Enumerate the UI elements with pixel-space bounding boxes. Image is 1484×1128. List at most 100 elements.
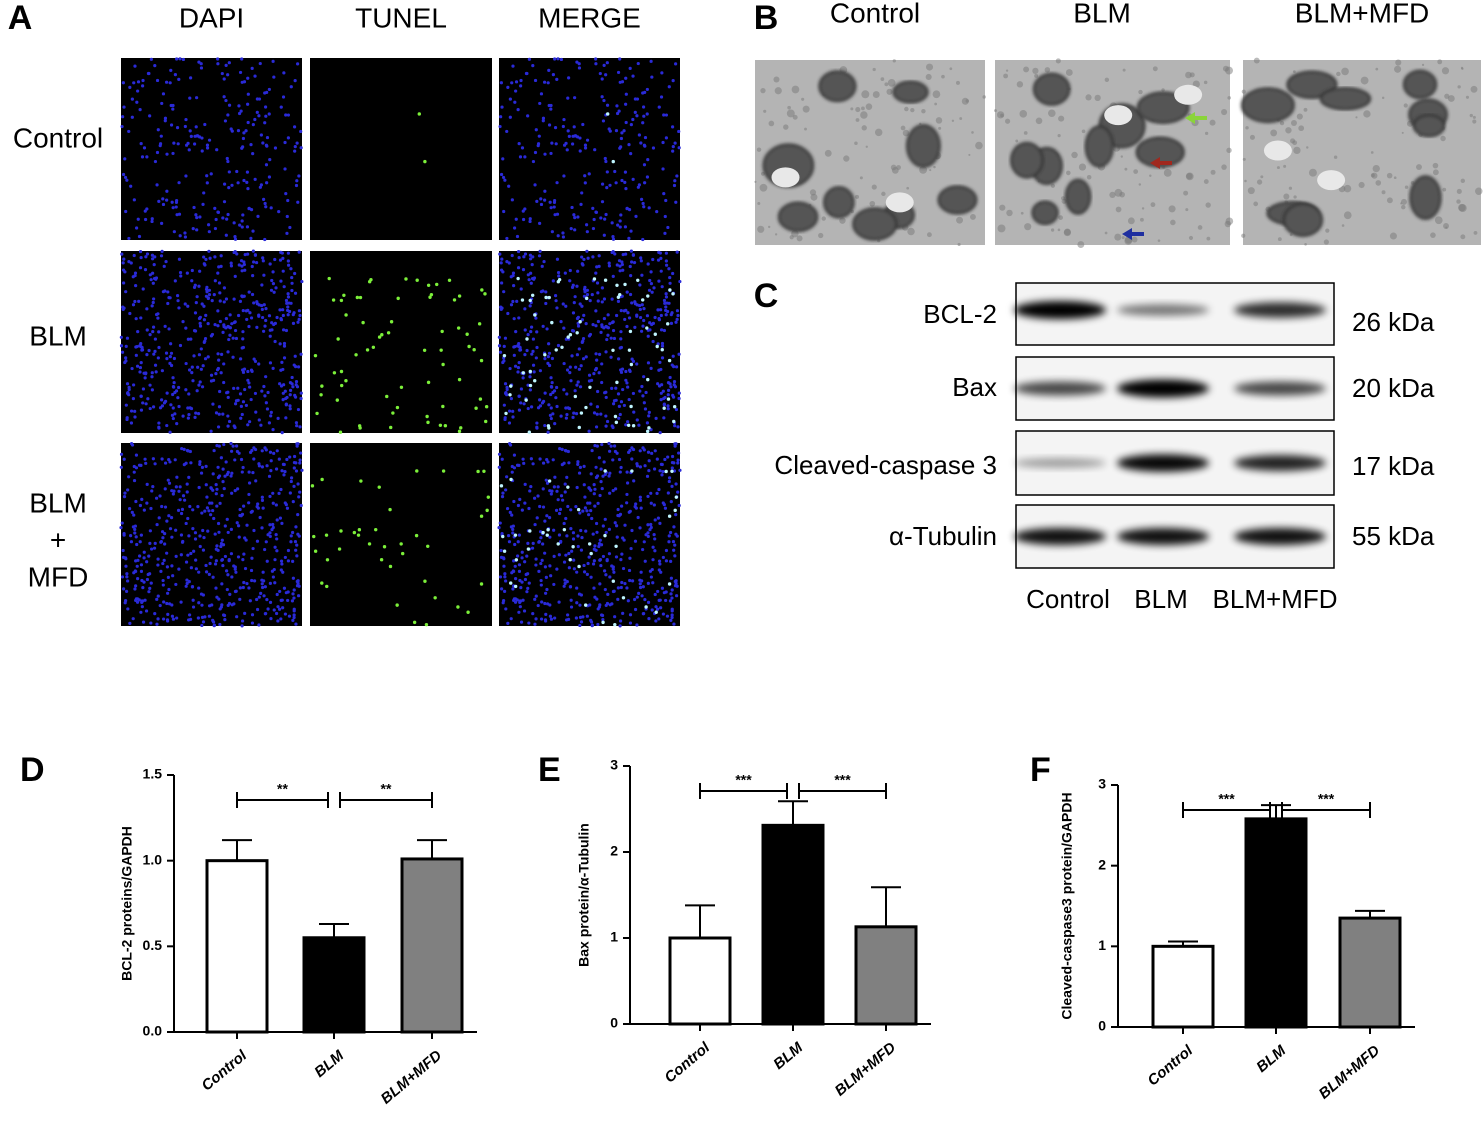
mitochondrion (823, 186, 855, 219)
nucleus (238, 507, 242, 512)
nucleus (174, 485, 178, 489)
bar (854, 925, 918, 1026)
texture (1005, 118, 1011, 124)
texture (1081, 129, 1086, 134)
nucleus (530, 352, 534, 356)
nucleus (643, 597, 647, 602)
nucleus (568, 279, 572, 283)
tunel-dot (589, 551, 593, 556)
nucleus (213, 206, 217, 210)
nucleus (607, 441, 611, 446)
tunel-dot (371, 345, 376, 350)
nucleus (181, 57, 186, 62)
nucleus (677, 503, 681, 508)
nucleus (543, 519, 547, 523)
tunel-dot (508, 393, 512, 397)
nucleus (193, 329, 198, 333)
nucleus (185, 490, 189, 494)
vacuole (885, 192, 914, 213)
nucleus (666, 404, 670, 408)
nucleus (164, 351, 169, 355)
tunel-dot (342, 293, 346, 297)
nucleus (580, 191, 584, 195)
nucleus (497, 452, 502, 456)
nucleus (264, 163, 269, 167)
nucleus (188, 96, 192, 100)
nucleus (517, 463, 521, 468)
nucleus (618, 269, 622, 273)
nucleus (638, 585, 643, 590)
nucleus (255, 302, 260, 306)
nucleus (632, 260, 637, 265)
nucleus (268, 361, 273, 365)
nucleus (222, 182, 227, 186)
nucleus (591, 562, 596, 566)
nucleus (165, 198, 169, 202)
nucleus (611, 589, 616, 594)
nucleus (227, 170, 231, 174)
tunel-dot (386, 331, 391, 335)
nucleus (199, 347, 203, 351)
nucleus (285, 395, 289, 400)
texture (932, 90, 941, 99)
nucleus (576, 269, 580, 273)
nucleus (282, 71, 286, 75)
nucleus (292, 596, 296, 600)
nucleus (498, 252, 502, 256)
nucleus (624, 102, 628, 106)
nucleus (289, 534, 293, 538)
nucleus (528, 257, 533, 261)
nucleus (242, 131, 246, 135)
nucleus (616, 299, 621, 303)
nucleus (537, 254, 542, 258)
nucleus (511, 299, 515, 304)
texture (1247, 187, 1255, 195)
tunel-dot (502, 353, 507, 358)
nucleus (227, 61, 231, 65)
nucleus (267, 474, 272, 478)
nucleus (657, 568, 661, 572)
nucleus (538, 530, 543, 534)
nucleus (284, 192, 288, 196)
nucleus (620, 178, 624, 183)
nucleus (511, 64, 515, 68)
tunel-dot (484, 405, 489, 409)
nucleus (175, 126, 180, 130)
nucleus (217, 530, 221, 534)
nucleus (562, 521, 566, 526)
nucleus (288, 407, 292, 411)
nucleus (643, 144, 647, 148)
texture (1472, 119, 1477, 124)
nucleus (641, 547, 645, 552)
nucleus (165, 618, 170, 622)
tunel-dot (664, 469, 668, 474)
bar (1338, 916, 1402, 1029)
vacuole (1263, 140, 1292, 161)
nucleus (523, 352, 527, 357)
nucleus (622, 309, 626, 313)
nucleus (172, 356, 177, 361)
nucleus (650, 290, 654, 294)
nucleus (216, 352, 220, 356)
tunel-dot (673, 508, 677, 513)
texture (1289, 233, 1293, 237)
nucleus (508, 443, 513, 447)
nucleus (219, 371, 223, 375)
nucleus (659, 269, 663, 273)
texture (855, 194, 860, 199)
nucleus (190, 268, 194, 273)
nucleus (503, 336, 508, 340)
texture (1375, 180, 1382, 186)
nucleus (273, 321, 277, 325)
x-tick-label: Control (1144, 1042, 1196, 1090)
texture (1020, 211, 1024, 215)
nucleus (638, 283, 642, 287)
nucleus (675, 174, 679, 178)
nucleus (511, 415, 515, 419)
nucleus (183, 124, 187, 129)
nucleus (161, 617, 166, 621)
nucleus (166, 575, 170, 579)
nucleus (639, 141, 643, 145)
nucleus (533, 496, 537, 500)
nucleus (628, 66, 632, 71)
